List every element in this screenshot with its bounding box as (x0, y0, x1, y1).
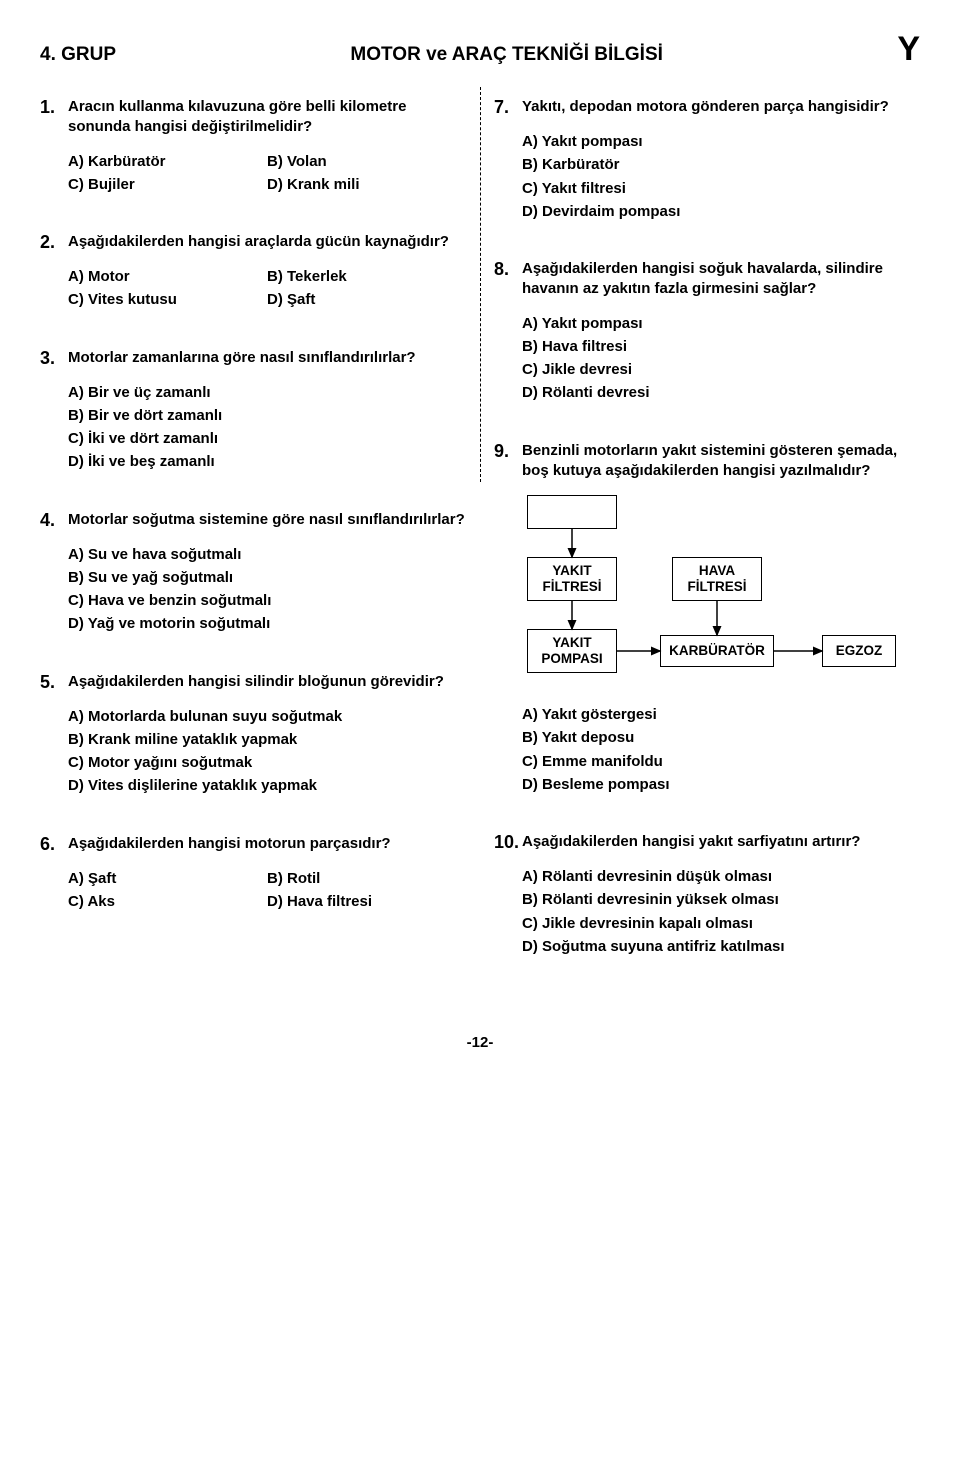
diagram-box-ypomp: YAKIT POMPASI (527, 629, 617, 673)
answer-option: A) Yakıt pompası (522, 130, 920, 153)
answer-option: B) Krank miline yataklık yapmak (68, 728, 466, 751)
answer-option: B) Yakıt deposu (522, 726, 920, 749)
answer-option: D) Besleme pompası (522, 773, 920, 796)
column-divider (480, 87, 481, 482)
answer-option: B) Karbüratör (522, 153, 920, 176)
question-number: 1. (40, 97, 68, 118)
answer-options: A) Yakıt pompasıB) KarbüratörC) Yakıt fi… (522, 130, 920, 223)
answer-option: B) Tekerlek (267, 265, 466, 288)
answer-options: A) Rölanti devresinin düşük olmasıB) Röl… (522, 865, 920, 958)
answer-option: C) Aks (68, 890, 267, 913)
answer-option: D) Hava filtresi (267, 890, 466, 913)
answer-option: A) Karbüratör (68, 150, 267, 173)
question: 8.Aşağıdakilerden hangisi soğuk havalard… (494, 259, 920, 405)
answer-option: A) Motor (68, 265, 267, 288)
answer-option: D) İki ve beş zamanlı (68, 450, 466, 473)
answer-option: A) Su ve hava soğutmalı (68, 543, 466, 566)
page-header: 4. GRUP MOTOR ve ARAÇ TEKNİĞİ BİLGİSİ Y (40, 30, 920, 69)
question-text: Benzinli motorların yakıt sistemini göst… (522, 441, 920, 482)
answer-option: B) Su ve yağ soğutmalı (68, 566, 466, 589)
question-number: 10. (494, 832, 522, 853)
diagram-box-hfilt: HAVA FİLTRESİ (672, 557, 762, 601)
diagram-box-yfilt: YAKIT FİLTRESİ (527, 557, 617, 601)
answer-option: C) Bujiler (68, 173, 267, 196)
question: 7.Yakıtı, depodan motora gönderen parça … (494, 97, 920, 223)
answer-option: B) Rölanti devresinin yüksek olması (522, 888, 920, 911)
section-title: MOTOR ve ARAÇ TEKNİĞİ BİLGİSİ (116, 44, 897, 66)
answer-option: C) Vites kutusu (68, 288, 267, 311)
answer-option: C) İki ve dört zamanlı (68, 427, 466, 450)
question: 6.Aşağıdakilerden hangisi motorun parças… (40, 834, 466, 914)
answer-options: A) Bir ve üç zamanlıB) Bir ve dört zaman… (68, 381, 466, 474)
question-text: Aşağıdakilerden hangisi soğuk havalarda,… (522, 259, 920, 300)
question-number: 3. (40, 348, 68, 369)
question-number: 2. (40, 232, 68, 253)
question-text: Aşağıdakilerden hangisi motorun parçasıd… (68, 834, 391, 854)
answer-options: A) ŞaftB) RotilC) AksD) Hava filtresi (68, 867, 466, 914)
page-number: -12- (40, 1034, 920, 1051)
answer-options: A) Motorlarda bulunan suyu soğutmakB) Kr… (68, 705, 466, 798)
answer-option: B) Hava filtresi (522, 335, 920, 358)
answer-option: C) Emme manifoldu (522, 750, 920, 773)
answer-options: A) KarbüratörB) VolanC) BujilerD) Krank … (68, 150, 466, 197)
question: 4.Motorlar soğutma sistemine göre nasıl … (40, 510, 466, 636)
question: 1.Aracın kullanma kılavuzuna göre belli … (40, 97, 466, 196)
diagram-box-blank (527, 495, 617, 529)
question: 9.Benzinli motorların yakıt sistemini gö… (494, 441, 920, 797)
answer-option: D) Krank mili (267, 173, 466, 196)
question-number: 8. (494, 259, 522, 280)
question-text: Aracın kullanma kılavuzuna göre belli ki… (68, 97, 466, 138)
answer-option: B) Bir ve dört zamanlı (68, 404, 466, 427)
content-columns: 1.Aracın kullanma kılavuzuna göre belli … (40, 97, 920, 994)
question: 2.Aşağıdakilerden hangisi araçlarda gücü… (40, 232, 466, 312)
flow-diagram: YAKIT FİLTRESİ HAVA FİLTRESİ YAKIT POMPASI… (522, 495, 920, 685)
question-number: 9. (494, 441, 522, 462)
question: 10.Aşağıdakilerden hangisi yakıt sarfiya… (494, 832, 920, 958)
group-label: 4. GRUP (40, 44, 116, 66)
question-number: 7. (494, 97, 522, 118)
answer-option: D) Rölanti devresi (522, 381, 920, 404)
answer-option: D) Şaft (267, 288, 466, 311)
answer-option: D) Vites dişlilerine yataklık yapmak (68, 774, 466, 797)
answer-option: B) Volan (267, 150, 466, 173)
answer-options: A) MotorB) TekerlekC) Vites kutusuD) Şaf… (68, 265, 466, 312)
question-text: Aşağıdakilerden hangisi yakıt sarfiyatın… (522, 832, 860, 852)
answer-option: C) Yakıt filtresi (522, 177, 920, 200)
answer-option: C) Jikle devresinin kapalı olması (522, 912, 920, 935)
answer-option: C) Hava ve benzin soğutmalı (68, 589, 466, 612)
answer-options: A) Yakıt göstergesiB) Yakıt deposuC) Emm… (522, 703, 920, 796)
booklet-letter: Y (897, 30, 920, 69)
answer-option: A) Şaft (68, 867, 267, 890)
left-column: 1.Aracın kullanma kılavuzuna göre belli … (40, 97, 480, 994)
answer-option: B) Rotil (267, 867, 466, 890)
answer-option: C) Motor yağını soğutmak (68, 751, 466, 774)
answer-option: D) Yağ ve motorin soğutmalı (68, 612, 466, 635)
answer-option: C) Jikle devresi (522, 358, 920, 381)
question-text: Aşağıdakilerden hangisi araçlarda gücün … (68, 232, 449, 252)
answer-option: A) Rölanti devresinin düşük olması (522, 865, 920, 888)
answer-option: A) Yakıt pompası (522, 312, 920, 335)
answer-options: A) Yakıt pompasıB) Hava filtresiC) Jikle… (522, 312, 920, 405)
question: 5.Aşağıdakilerden hangisi silindir bloğu… (40, 672, 466, 798)
question-number: 4. (40, 510, 68, 531)
diagram-box-karb: KARBÜRATÖR (660, 635, 774, 667)
question-text: Motorlar zamanlarına göre nasıl sınıflan… (68, 348, 416, 368)
question-text: Aşağıdakilerden hangisi silindir bloğunu… (68, 672, 444, 692)
question-text: Yakıtı, depodan motora gönderen parça ha… (522, 97, 889, 117)
answer-option: A) Bir ve üç zamanlı (68, 381, 466, 404)
question: 3.Motorlar zamanlarına göre nasıl sınıfl… (40, 348, 466, 474)
answer-option: A) Yakıt göstergesi (522, 703, 920, 726)
answer-option: D) Soğutma suyuna antifriz katılması (522, 935, 920, 958)
answer-option: D) Devirdaim pompası (522, 200, 920, 223)
diagram-box-egzoz: EGZOZ (822, 635, 896, 667)
answer-option: A) Motorlarda bulunan suyu soğutmak (68, 705, 466, 728)
right-column: 7.Yakıtı, depodan motora gönderen parça … (480, 97, 920, 994)
question-number: 6. (40, 834, 68, 855)
answer-options: A) Su ve hava soğutmalıB) Su ve yağ soğu… (68, 543, 466, 636)
question-text: Motorlar soğutma sistemine göre nasıl sı… (68, 510, 465, 530)
question-number: 5. (40, 672, 68, 693)
